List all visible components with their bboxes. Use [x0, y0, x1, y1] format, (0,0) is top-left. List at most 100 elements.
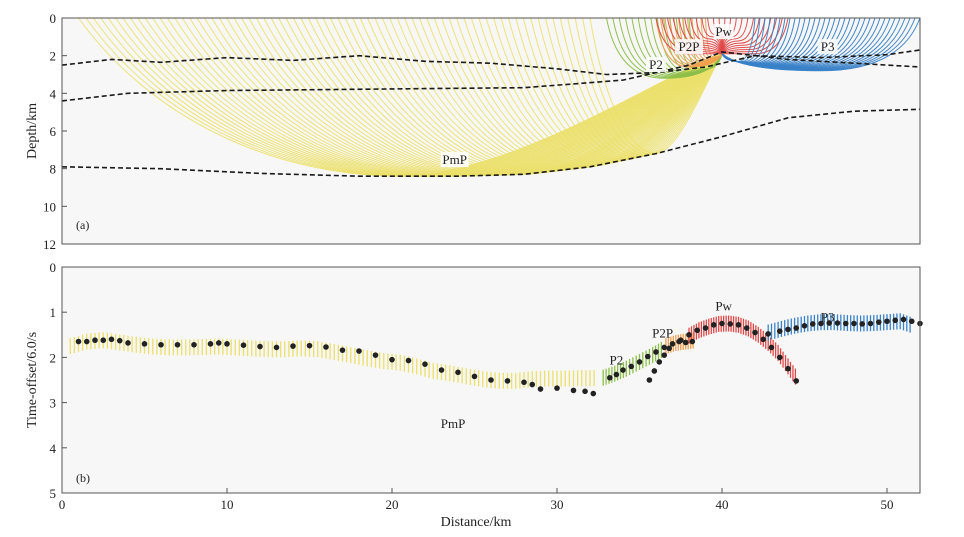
obs-pick-pw	[760, 336, 767, 343]
panel-a-interfaces	[61, 49, 921, 177]
panel-a-label: (a)	[76, 218, 89, 232]
obs-pick-pw	[719, 320, 725, 327]
pw-raypath	[721, 17, 749, 54]
obs-pick-pmp	[422, 361, 428, 367]
pmp-raypath	[530, 17, 723, 161]
obs-pick-pmp	[215, 340, 222, 346]
panel-b-xtick-label: 40	[716, 497, 729, 512]
obs-pick-pmp	[100, 337, 107, 344]
obs-pick-pw	[776, 354, 783, 361]
obs-pick-pmp	[83, 338, 90, 345]
obs-pick-p2	[644, 353, 651, 360]
obs-pick-pmp	[290, 343, 296, 349]
obs-pick-pmp	[582, 388, 588, 395]
obs-pick-pmp	[108, 336, 115, 343]
panel-b-phase-labels: PmP P2 P2P Pw P3	[441, 298, 835, 431]
panel-a-label-box	[646, 57, 666, 73]
panel-b: PmP P2 P2P Pw P3 0 1 2 3 4 5 0 10 20 30 40 50 Time-off…	[25, 260, 923, 530]
obs-pick-pw	[793, 378, 800, 384]
obs-pick-pmp	[356, 348, 362, 354]
panel-b-phase-label-pmp: PmP	[441, 416, 466, 431]
panel-a-label-box	[675, 39, 703, 55]
obs-pick-p2	[607, 374, 613, 381]
obs-pick-pmp	[174, 341, 181, 348]
obs-pick-p3	[867, 320, 874, 327]
obs-pick-pmp	[158, 341, 164, 348]
panel-a-background	[62, 18, 920, 244]
panel-a-phase-label-p3: P3	[821, 39, 835, 54]
obs-pick-pmp	[529, 381, 536, 388]
panel-a-label-box	[440, 152, 469, 168]
obs-pick-pmp	[75, 338, 82, 345]
obs-pick-p2p	[656, 359, 663, 365]
panel-a: PmP P2 P2P Pw P3 0 2 4 6 8 10 12 Depth/km (a)	[25, 11, 921, 252]
p3-raypath	[721, 17, 921, 72]
obs-pick-pw	[710, 322, 717, 328]
panel-a-ytick-label: 8	[50, 162, 57, 177]
obs-pick-p3	[785, 326, 791, 333]
obs-pick-pmp	[521, 379, 527, 386]
obs-pick-pw	[702, 325, 709, 331]
obs-pick-p2p	[689, 338, 696, 345]
pw-raypath	[721, 17, 755, 54]
pw-raypath	[722, 17, 789, 55]
p2p-raypath	[705, 17, 723, 58]
panel-a-label-box	[713, 24, 734, 40]
panel-b-xtick-label: 0	[59, 497, 66, 512]
panel-b-y-ticks: 0 1 2 3 4 5	[50, 260, 67, 501]
panel-b-xlabel: Distance/km	[441, 515, 512, 530]
obs-pick-pw	[752, 329, 758, 336]
panel-a-ylabel: Depth/km	[25, 103, 40, 159]
obs-pick-pmp	[590, 390, 597, 397]
panel-a-ytick-label: 2	[50, 49, 57, 64]
obs-pick-pw	[768, 344, 775, 351]
obs-pick-pmp	[92, 337, 98, 344]
obs-pick-p2	[613, 371, 620, 378]
panel-b-label: (b)	[76, 471, 90, 485]
obs-pick-pw	[785, 365, 791, 372]
obs-pick-p3	[834, 320, 841, 326]
obs-pick-pmp	[389, 356, 395, 363]
obs-pick-pw	[677, 337, 684, 344]
panel-b-phase-label-p2p: P2P	[652, 326, 673, 341]
obs-pick-pmp	[116, 337, 123, 344]
obs-pick-p3	[809, 321, 816, 327]
obs-pick-p2p	[651, 368, 658, 374]
panel-b-phase-label-pw: Pw	[715, 298, 732, 313]
pw-raypath	[695, 17, 723, 54]
obs-pick-pmp	[405, 357, 412, 364]
obs-pick-pmp	[191, 341, 197, 348]
obs-pick-p2p	[669, 341, 676, 347]
obs-pick-pmp	[224, 341, 230, 347]
obs-pick-pw	[694, 327, 701, 334]
pw-raypath	[684, 17, 723, 54]
obs-pick-p3	[851, 320, 857, 327]
obs-pick-pmp	[273, 344, 280, 351]
obs-pick-p2	[653, 349, 659, 355]
obs-pick-pw	[735, 322, 742, 328]
panel-b-phase-label-p2: P2	[610, 353, 624, 368]
panel-b-frame	[61, 266, 921, 494]
obs-pick-p3	[892, 317, 899, 324]
panel-b-ytick-label: 3	[50, 396, 57, 411]
pmp-raypath	[545, 17, 723, 159]
obs-pick-pw	[727, 321, 734, 327]
obs-pick-pw	[743, 325, 750, 331]
obs-pick-p2	[661, 344, 668, 351]
obs-pick-p3	[801, 322, 808, 329]
obs-pick-pmp	[504, 378, 511, 384]
pmp-raypath	[470, 17, 723, 166]
panel-b-ytick-label: 5	[50, 486, 57, 501]
obs-pick-p2	[636, 359, 643, 365]
panel-a-phase-label-pw: Pw	[715, 24, 732, 39]
panel-a-ytick-label: 0	[50, 11, 57, 26]
panel-a-phase-labels: PmP P2 P2P Pw P3	[440, 24, 838, 168]
obs-pick-pmp	[125, 340, 131, 346]
panel-b-ytick-label: 1	[50, 305, 57, 320]
obs-pick-p3	[859, 321, 866, 327]
panel-a-y-ticks: 0 2 4 6 8 10 12	[43, 11, 67, 252]
panel-b-ytick-label: 4	[50, 441, 57, 456]
panel-a-phase-label-p2: P2	[649, 57, 663, 72]
panel-a-label-box	[817, 39, 838, 55]
